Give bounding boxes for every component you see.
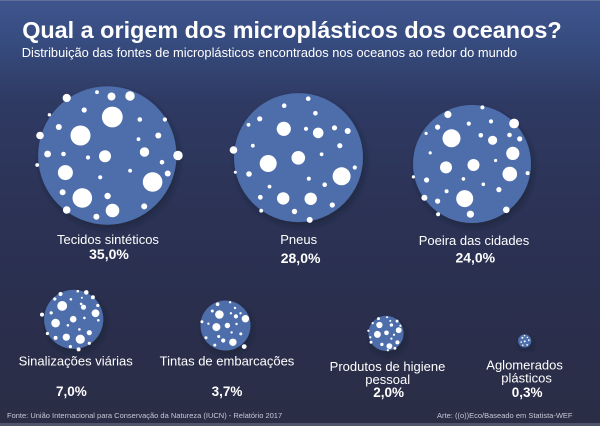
svg-text:35,0%: 35,0% bbox=[89, 246, 129, 262]
svg-text:Arte: ((o))Eco/Baseado em Stat: Arte: ((o))Eco/Baseado em Statista-WEF bbox=[437, 411, 573, 420]
svg-text:24,0%: 24,0% bbox=[455, 250, 495, 266]
svg-text:Produtos de higiene: Produtos de higiene bbox=[330, 359, 446, 374]
svg-text:0,3%: 0,3% bbox=[512, 385, 543, 400]
svg-text:28,0%: 28,0% bbox=[281, 250, 321, 266]
svg-text:Distribuição das fontes de mic: Distribuição das fontes de microplástico… bbox=[22, 45, 517, 60]
svg-text:pessoal: pessoal bbox=[365, 372, 410, 387]
svg-text:Tecidos sintéticos: Tecidos sintéticos bbox=[57, 232, 159, 247]
svg-text:3,7%: 3,7% bbox=[212, 384, 243, 399]
svg-text:Aglomerados: Aglomerados bbox=[486, 357, 563, 372]
svg-text:Sinalizações viárias: Sinalizações viárias bbox=[19, 354, 134, 369]
svg-text:Fonte: União Internacional par: Fonte: União Internacional para Conserva… bbox=[7, 411, 282, 420]
svg-text:2,0%: 2,0% bbox=[373, 385, 404, 400]
svg-text:Poeira das cidades: Poeira das cidades bbox=[419, 233, 530, 248]
svg-text:7,0%: 7,0% bbox=[56, 384, 87, 399]
svg-text:Tintas de embarcações: Tintas de embarcações bbox=[160, 354, 295, 369]
svg-text:Qual a origem dos microplástic: Qual a origem dos microplásticos dos oce… bbox=[22, 17, 561, 43]
svg-text:plásticos: plásticos bbox=[501, 370, 552, 385]
svg-text:Pneus: Pneus bbox=[280, 232, 317, 247]
